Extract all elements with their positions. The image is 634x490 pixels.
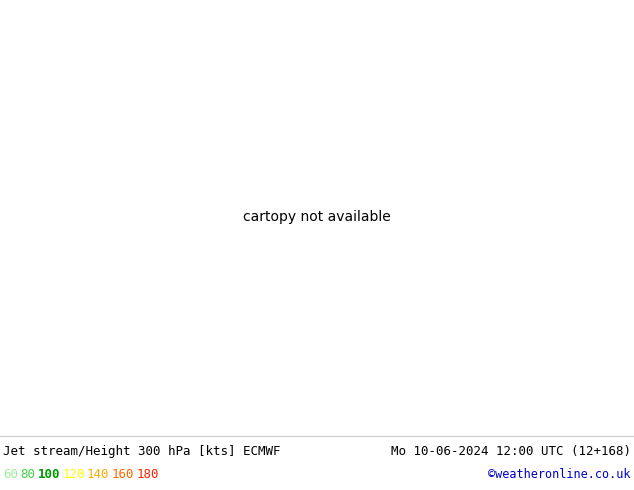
Text: 140: 140 (87, 468, 110, 481)
Text: 160: 160 (112, 468, 134, 481)
Text: 120: 120 (62, 468, 85, 481)
Text: 60: 60 (3, 468, 18, 481)
Text: 80: 80 (20, 468, 36, 481)
Text: 180: 180 (136, 468, 158, 481)
Text: ©weatheronline.co.uk: ©weatheronline.co.uk (489, 468, 631, 481)
Text: 100: 100 (38, 468, 60, 481)
Text: Jet stream/Height 300 hPa [kts] ECMWF: Jet stream/Height 300 hPa [kts] ECMWF (3, 445, 280, 458)
Text: cartopy not available: cartopy not available (243, 210, 391, 224)
Text: Mo 10-06-2024 12:00 UTC (12+168): Mo 10-06-2024 12:00 UTC (12+168) (391, 445, 631, 458)
